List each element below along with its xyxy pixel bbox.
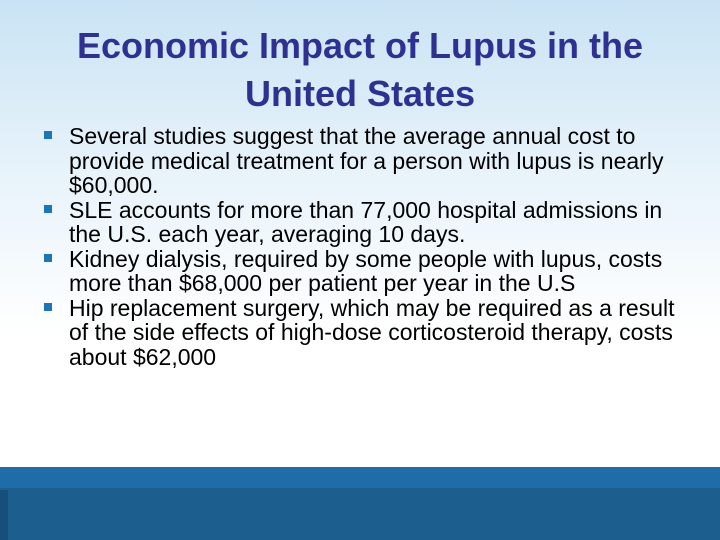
bullet-item: Kidney dialysis, required by some people… <box>44 245 684 296</box>
square-bullet-icon <box>44 302 52 311</box>
square-bullet-icon <box>44 131 52 139</box>
bullet-text: Kidney dialysis, required by some people… <box>69 245 663 296</box>
bullet-text: SLE accounts for more than 77,000 hospit… <box>69 196 663 247</box>
footer-left-accent <box>0 490 8 540</box>
bullet-text: Hip replacement surgery, which may be re… <box>69 294 675 370</box>
footer-top-bar <box>0 465 720 488</box>
bullet-item: SLE accounts for more than 77,000 hospit… <box>44 196 684 247</box>
square-bullet-icon <box>44 204 52 213</box>
bullet-list: Several studies suggest that the average… <box>44 124 684 369</box>
square-bullet-icon <box>44 253 52 262</box>
bullet-item: Several studies suggest that the average… <box>44 124 684 198</box>
bullet-text: Several studies suggest that the average… <box>69 123 664 198</box>
bullet-item: Hip replacement surgery, which may be re… <box>44 294 684 370</box>
slide-title: Economic Impact of Lupus in the United S… <box>76 25 644 114</box>
